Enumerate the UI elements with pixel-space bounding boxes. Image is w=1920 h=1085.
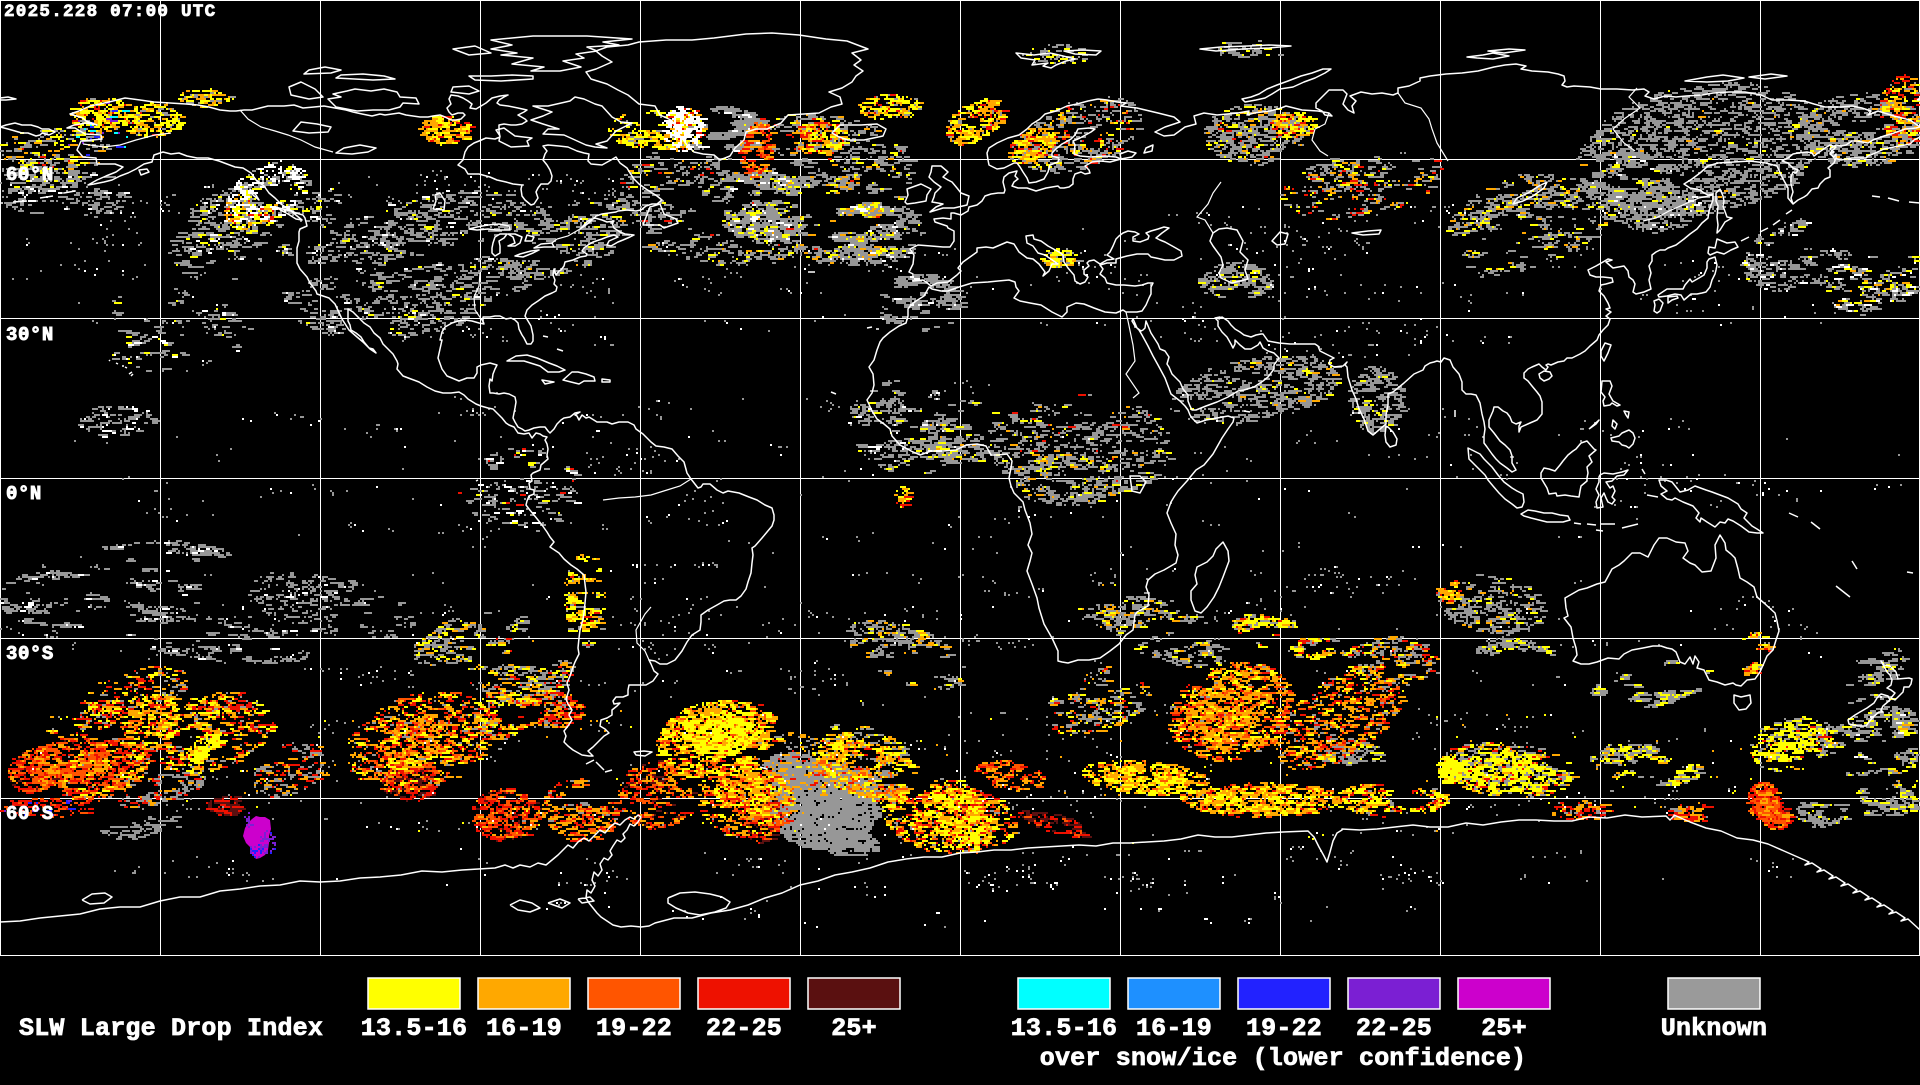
svg-text:22-25: 22-25 xyxy=(1356,1014,1432,1043)
svg-text:30°N: 30°N xyxy=(6,324,54,346)
svg-text:SLW Large Drop Index: SLW Large Drop Index xyxy=(19,1014,323,1043)
svg-text:19-22: 19-22 xyxy=(1246,1014,1322,1043)
svg-text:25+: 25+ xyxy=(1481,1014,1527,1043)
svg-text:2025.228 07:00 UTC: 2025.228 07:00 UTC xyxy=(4,2,216,22)
svg-text:over snow/ice (lower confidenc: over snow/ice (lower confidence) xyxy=(1040,1044,1526,1073)
svg-text:30°S: 30°S xyxy=(6,643,54,665)
svg-text:16-19: 16-19 xyxy=(486,1014,562,1043)
svg-text:60°N: 60°N xyxy=(6,164,54,186)
svg-text:22-25: 22-25 xyxy=(706,1014,782,1043)
svg-text:19-22: 19-22 xyxy=(596,1014,672,1043)
svg-text:25+: 25+ xyxy=(831,1014,877,1043)
svg-text:16-19: 16-19 xyxy=(1136,1014,1212,1043)
svg-text:Unknown: Unknown xyxy=(1661,1014,1767,1043)
svg-text:13.5-16: 13.5-16 xyxy=(361,1014,467,1043)
svg-text:13.5-16: 13.5-16 xyxy=(1011,1014,1117,1043)
svg-text:0°N: 0°N xyxy=(6,483,42,505)
svg-text:60°S: 60°S xyxy=(6,803,54,825)
